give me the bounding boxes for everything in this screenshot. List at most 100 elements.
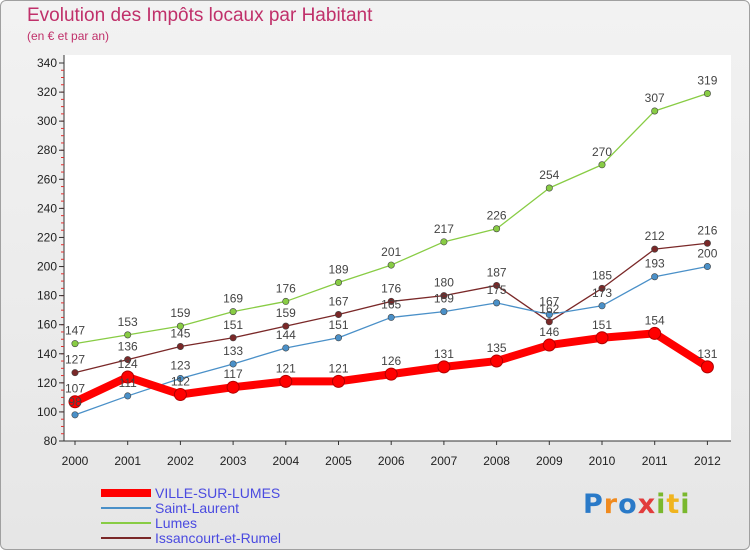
y-tick-label: 180 (37, 289, 57, 303)
data-label: 212 (645, 229, 665, 243)
x-tick-label: 2007 (431, 454, 458, 468)
data-label: 165 (381, 297, 401, 311)
data-point (493, 281, 501, 289)
chart-subtitle: (en € et par an) (27, 29, 110, 43)
x-tick-label: 2005 (325, 454, 352, 468)
data-point (651, 273, 659, 281)
y-tick-label: 320 (37, 85, 57, 99)
data-label: 117 (224, 367, 243, 381)
data-point (703, 90, 711, 98)
data-point (279, 374, 293, 388)
legend-swatch (101, 507, 151, 509)
data-point (124, 392, 132, 400)
data-label: 185 (592, 268, 612, 282)
data-point (124, 356, 132, 364)
data-label: 133 (223, 344, 243, 358)
data-label: 107 (65, 382, 85, 396)
legend-label: Issancourt-et-Rumel (155, 530, 282, 546)
y-tick-label: 220 (37, 230, 57, 244)
y-tick-label: 200 (37, 260, 57, 274)
proxiti-logo: Proxiti (583, 489, 691, 520)
data-label: 126 (381, 354, 401, 368)
legend-swatch (101, 522, 151, 524)
data-label: 162 (539, 302, 559, 316)
legend-label: VILLE-SUR-LUMES (155, 485, 281, 501)
data-point (700, 360, 714, 374)
data-point (334, 311, 342, 319)
data-label: 145 (170, 327, 190, 341)
data-point (598, 284, 606, 292)
data-label: 159 (276, 306, 296, 320)
data-point (440, 238, 448, 246)
data-point (176, 322, 184, 330)
logo-letter: x (637, 489, 657, 520)
data-point (334, 334, 342, 342)
data-point (384, 367, 398, 381)
logo-letter: i (680, 489, 691, 520)
data-point (282, 344, 290, 352)
y-tick-label: 160 (37, 318, 57, 332)
data-label: 307 (645, 91, 665, 105)
data-label: 112 (171, 374, 190, 388)
legend-swatch (101, 489, 151, 497)
logo-letter: i (656, 489, 667, 520)
data-label: 98 (68, 395, 82, 409)
data-label: 144 (276, 328, 296, 342)
y-tick-label: 260 (37, 172, 57, 186)
x-tick-label: 2001 (114, 454, 141, 468)
data-point (121, 370, 135, 384)
data-label: 167 (328, 295, 348, 309)
logo-letter: t (666, 489, 681, 520)
data-label: 226 (487, 209, 507, 223)
data-point (493, 299, 501, 307)
chart-title: Evolution des Impôts locaux par Habitant (27, 5, 373, 26)
data-point (229, 334, 237, 342)
data-point (332, 374, 345, 388)
data-point (226, 380, 240, 394)
data-label: 136 (118, 340, 138, 354)
data-label: 147 (65, 324, 85, 338)
x-tick-label: 2000 (62, 454, 89, 468)
y-tick-label: 300 (37, 114, 57, 128)
y-tick-label: 340 (37, 56, 57, 70)
data-point (71, 340, 79, 348)
data-label: 151 (223, 318, 243, 332)
data-label: 319 (697, 74, 717, 88)
x-tick-label: 2011 (642, 454, 668, 468)
data-label: 176 (276, 281, 296, 295)
data-point (71, 369, 79, 377)
data-point (493, 225, 501, 233)
logo-letter: o (618, 489, 638, 520)
data-label: 169 (223, 292, 243, 306)
data-point (595, 331, 609, 345)
logo-letter: P (583, 489, 604, 520)
data-point (651, 107, 659, 115)
data-point (440, 292, 448, 300)
x-tick-label: 2002 (167, 454, 194, 468)
y-tick-label: 100 (37, 405, 57, 419)
data-point (229, 360, 237, 368)
data-point (542, 338, 556, 352)
x-tick-label: 2008 (483, 454, 510, 468)
data-point (387, 313, 395, 321)
data-point (229, 308, 237, 316)
data-label: 189 (328, 263, 348, 277)
x-tick-label: 2012 (694, 454, 721, 468)
data-label: 121 (276, 361, 296, 375)
x-tick-label: 2003 (220, 454, 247, 468)
data-label: 153 (118, 315, 138, 329)
data-label: 169 (434, 292, 454, 306)
data-label: 217 (434, 222, 454, 236)
data-label: 200 (697, 247, 717, 261)
data-label: 201 (381, 245, 401, 259)
x-tick-label: 2009 (536, 454, 563, 468)
data-label: 180 (434, 276, 454, 290)
data-point (334, 279, 342, 287)
data-point (387, 297, 395, 305)
data-point (282, 322, 290, 330)
data-point (703, 239, 711, 247)
data-point (173, 387, 187, 401)
data-label: 135 (487, 341, 507, 355)
